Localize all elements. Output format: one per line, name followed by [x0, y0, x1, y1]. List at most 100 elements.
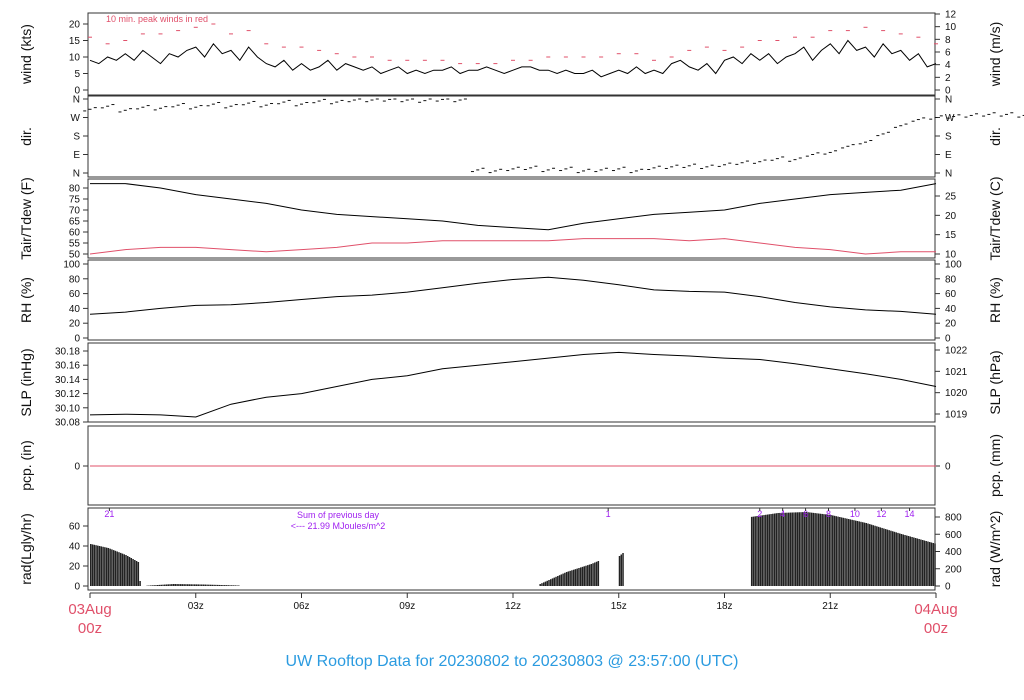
rad-bar [548, 580, 550, 586]
rad-bar [858, 521, 860, 586]
slp-ytick-right-label: 1020 [945, 388, 968, 399]
rad-bar [752, 516, 755, 586]
rad-bar [768, 514, 771, 586]
rad-ytick-right-label: 600 [945, 530, 962, 541]
rad-bar [186, 584, 189, 586]
pcp-ylabel-right: pcp. (mm) [987, 434, 1003, 497]
rad-ytick-right-label: 200 [945, 564, 962, 575]
rh-ytick-right-label: 60 [945, 289, 957, 300]
temp-ytick-right-label: 15 [945, 230, 957, 241]
rad-bar [928, 542, 931, 586]
rad-bar [840, 517, 843, 586]
rad-bar [888, 530, 890, 586]
rad-bar [891, 531, 894, 586]
slp-ytick-right-label: 1021 [945, 367, 968, 378]
rad-bar [750, 516, 753, 586]
rad-bar [770, 514, 772, 586]
chart-title: UW Rooftop Data for 20230802 to 20230803… [286, 653, 739, 670]
rad-bar [190, 584, 192, 586]
rad-bar [860, 521, 862, 586]
rad-bar [123, 554, 125, 586]
rad-bar [111, 549, 113, 586]
rad-bar [856, 521, 859, 586]
rad-bar [837, 516, 839, 586]
rad-bar [208, 584, 210, 586]
rad-bar [139, 581, 141, 586]
rad-bar [757, 515, 760, 586]
start-date-label: 03Aug [68, 601, 111, 618]
rad-bar [902, 534, 905, 586]
rad-bar [114, 550, 117, 586]
temp-ytick-right-label: 10 [945, 250, 957, 261]
temp-ytick-label: 65 [69, 217, 81, 228]
rad-bar [594, 562, 596, 586]
temp-ytick-label: 55 [69, 239, 81, 250]
rad-bar [927, 541, 929, 586]
rad-sum-note-line1: Sum of previous day [297, 510, 380, 520]
rad-bar [932, 543, 934, 586]
slp-ytick-label: 30.18 [55, 347, 80, 358]
rad-bar [796, 512, 799, 586]
rad-bar [204, 584, 207, 586]
rad-bar [895, 532, 897, 586]
x-tick-label: 15z [611, 601, 627, 612]
rad-bar [232, 585, 235, 586]
rad-bar [854, 520, 857, 586]
wind-ytick-label: 0 [74, 86, 80, 97]
rad-bar [907, 536, 910, 586]
slp-ytick-right-label: 1019 [945, 410, 968, 421]
rad-bar [197, 584, 200, 586]
rad-bar [592, 563, 594, 586]
rh-ytick-label: 60 [69, 289, 81, 300]
wind-panel-frame [87, 12, 936, 96]
rad-bar [206, 584, 208, 586]
rad-bar [209, 584, 212, 586]
rad-bar [918, 539, 920, 586]
rad-bar [909, 536, 912, 586]
dew_point-line [89, 238, 936, 255]
rad-hour-label: 14 [905, 509, 915, 519]
rad-bar [557, 576, 559, 586]
rad-bar [116, 551, 118, 586]
rad-bar [188, 584, 191, 586]
rad-bar [587, 565, 589, 586]
pcp-ytick-right-label: 0 [945, 462, 951, 473]
rad-bar [886, 529, 889, 586]
rad-bar [132, 559, 134, 586]
rad-hour-label: 21 [104, 509, 114, 519]
relative_humidity-line [89, 276, 937, 315]
rh-ytick-right-label: 80 [945, 274, 957, 285]
rad-bar [555, 576, 557, 586]
rad-bar [839, 517, 841, 586]
rad-bar [107, 548, 110, 586]
rad-bar [201, 584, 203, 586]
rad-bar [835, 516, 838, 586]
rad-bar [830, 515, 832, 586]
rad-bar [833, 515, 836, 586]
rad-bar [810, 512, 813, 586]
wind-ytick-label: 5 [74, 69, 80, 80]
wind-ytick-label: 20 [69, 20, 81, 31]
start-time-label: 00z [78, 620, 102, 637]
rad-ylabel-right: rad (W/m^2) [987, 511, 1003, 588]
pcp-ylabel: pcp. (in) [18, 440, 34, 491]
rh-ytick-label: 40 [69, 304, 81, 315]
slp-ytick-label: 30.12 [55, 389, 80, 400]
rad-bar [231, 585, 233, 586]
slp-ytick-label: 30.16 [55, 361, 80, 372]
rh-ytick-label: 0 [74, 334, 80, 345]
sea_level_pressure-line [89, 351, 937, 418]
temp-ylabel-right: Tair/Tdew (C) [987, 176, 1003, 260]
rad-bar [112, 550, 115, 586]
rad-bar [153, 585, 155, 586]
rad-bar [178, 584, 180, 586]
rad-bar [893, 531, 896, 586]
wind-ytick-right-label: 0 [945, 86, 951, 97]
rad-bar [572, 569, 575, 586]
rad-bar [874, 525, 876, 586]
rad-bar [551, 578, 554, 586]
rad-bar [155, 585, 157, 586]
rad-bar [784, 512, 786, 586]
rad-ytick-right-label: 800 [945, 513, 962, 524]
rad-bar [791, 512, 793, 586]
